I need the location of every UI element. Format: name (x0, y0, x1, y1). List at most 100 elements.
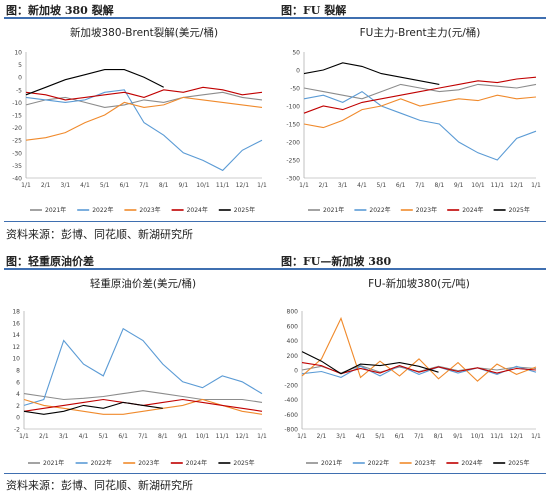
x-tick-label: 5/1 (377, 182, 387, 189)
source-note-1: 资料来源：彭博、同花顺、新湖研究所 (6, 228, 193, 241)
section-title-2: 图：FU 裂解 (281, 4, 347, 17)
x-tick-label: 11/1 (491, 182, 505, 189)
y-tick-label: -40 (12, 176, 22, 183)
y-tick-label: -200 (286, 140, 300, 147)
legend-label: 2021年 (45, 206, 66, 214)
x-tick-label: 8/1 (158, 433, 168, 440)
y-tick-label: -25 (12, 138, 22, 145)
y-tick-label: 200 (287, 353, 299, 360)
y-tick-label: 10 (14, 50, 22, 57)
y-tick-label: -600 (284, 412, 298, 419)
y-tick-label: 800 (287, 309, 299, 316)
x-tick-label: 11/1 (216, 433, 230, 440)
section-title-4: 图：FU—新加坡 380 (281, 255, 392, 268)
y-tick-label: -30 (12, 150, 22, 157)
series-line-2025年 (23, 401, 163, 415)
x-tick-label: 1/1 (257, 433, 267, 440)
y-tick-label: -150 (286, 122, 300, 129)
y-tick-label: 50 (292, 50, 300, 57)
x-tick-label: 1/1 (299, 182, 309, 189)
y-tick-label: -35 (12, 163, 22, 170)
y-tick-label: 8 (16, 368, 20, 375)
x-tick-label: 4/1 (357, 182, 367, 189)
x-tick-label: 1/1 (257, 182, 267, 189)
legend-label: 2021年 (43, 459, 64, 467)
x-tick-label: 7/1 (415, 182, 425, 189)
series-line-2023年 (301, 316, 537, 382)
x-tick-label: 11/1 (216, 182, 230, 189)
x-tick-label: 3/1 (59, 433, 69, 440)
x-tick-label: 10/1 (196, 182, 210, 189)
x-tick-label: 5/1 (100, 182, 110, 189)
series-line-2024年 (301, 362, 537, 375)
y-tick-label: -800 (284, 427, 298, 434)
chart-sg380-brent-crack: 新加坡380-Brent裂解(美元/桶) 10 5 0 -5 -10 -15 -20 -25 -3… (12, 26, 267, 214)
x-tick-label: 12/1 (510, 182, 524, 189)
legend-label: 2025年 (508, 459, 529, 467)
legend-label: 2025年 (509, 206, 530, 214)
chart-title: 新加坡380-Brent裂解(美元/桶) (70, 26, 218, 39)
x-tick-label: 7/1 (139, 182, 149, 189)
y-tick-label: 4 (16, 391, 20, 398)
x-tick-label: 10/1 (471, 433, 485, 440)
y-tick-label: 18 (12, 309, 20, 316)
chart-fu-sg380: FU-新加坡380(元/吨) 800 600 400 200 0 -200 -400 -600 -… (284, 277, 541, 467)
x-tick-label: 3/1 (61, 182, 71, 189)
x-tick-label: 2/1 (39, 433, 49, 440)
series-line-2021年 (301, 365, 537, 374)
y-tick-label: -100 (286, 104, 300, 111)
y-tick-label: -5 (16, 87, 22, 94)
legend-label: 2022年 (369, 206, 390, 214)
y-tick-label: 0 (294, 368, 298, 375)
y-tick-label: 12 (12, 344, 20, 351)
series-line-2023年 (25, 96, 263, 141)
legend-label: 2023年 (416, 206, 437, 214)
series-line-2025年 (25, 69, 164, 96)
series-line-2021年 (303, 83, 537, 100)
y-tick-label: -50 (290, 86, 300, 93)
x-tick-label: 6/1 (395, 433, 405, 440)
y-tick-label: -300 (286, 176, 300, 183)
x-tick-label: 9/1 (178, 433, 188, 440)
x-tick-label: 1/1 (531, 433, 541, 440)
section-title-1: 图：新加坡 380 裂解 (6, 4, 114, 17)
y-tick-label: 10 (12, 356, 20, 363)
x-tick-label: 8/1 (159, 182, 169, 189)
x-tick-label: 2/1 (317, 433, 327, 440)
y-tick-label: 0 (16, 415, 20, 422)
x-tick-label: 10/1 (196, 433, 210, 440)
legend-label: 2024年 (187, 206, 208, 214)
x-tick-label: 4/1 (79, 433, 89, 440)
series-line-2024年 (25, 86, 263, 101)
section-title-3: 图：轻重原油价差 (6, 255, 94, 268)
y-tick-label: -250 (286, 158, 300, 165)
series-line-2025年 (301, 351, 439, 375)
series-line-2022年 (23, 327, 263, 406)
x-tick-label: 3/1 (336, 433, 346, 440)
series-line-2024年 (303, 76, 537, 114)
x-tick-label: 3/1 (338, 182, 348, 189)
source-rule-1 (4, 221, 546, 222)
source-note-2: 资料来源：彭博、同花顺、新湖研究所 (6, 479, 193, 492)
legend-label: 2023年 (415, 459, 436, 467)
x-tick-label: 9/1 (453, 433, 463, 440)
section-rule-mid (4, 268, 546, 270)
y-tick-label: 2 (16, 403, 20, 410)
x-tick-label: 8/1 (435, 182, 445, 189)
x-tick-label: 7/1 (414, 433, 424, 440)
x-tick-label: 1/1 (531, 182, 541, 189)
y-tick-label: 16 (12, 320, 20, 327)
x-tick-label: 1/1 (19, 433, 29, 440)
chart-title: 轻重原油价差(美元/桶) (90, 277, 196, 290)
chart-fu-brent-crack: FU主力-Brent主力(元/桶) 50 0 -50 -100 -150 -200 -250 -… (286, 26, 541, 214)
x-tick-label: 6/1 (120, 182, 130, 189)
legend-label: 2024年 (461, 459, 482, 467)
x-tick-label: 4/1 (80, 182, 90, 189)
y-tick-label: 5 (18, 62, 22, 69)
legend-label: 2023年 (138, 459, 159, 467)
x-tick-label: 1/1 (21, 182, 31, 189)
chart-title: FU主力-Brent主力(元/桶) (360, 26, 481, 39)
legend-label: 2024年 (186, 459, 207, 467)
legend-label: 2022年 (91, 459, 112, 467)
